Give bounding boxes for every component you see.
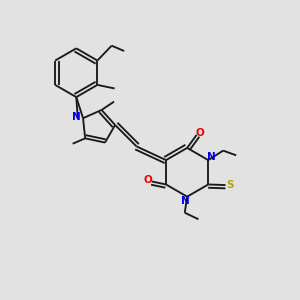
- Text: N: N: [207, 152, 216, 161]
- Text: N: N: [181, 196, 190, 206]
- Text: O: O: [196, 128, 205, 138]
- Text: S: S: [226, 180, 233, 190]
- Text: O: O: [143, 175, 152, 185]
- Text: N: N: [72, 112, 81, 122]
